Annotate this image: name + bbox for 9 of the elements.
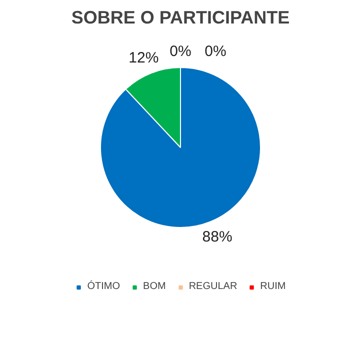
legend-label: ÓTIMO <box>87 281 120 292</box>
chart-title: SOBRE O PARTICIPANTE <box>71 8 290 28</box>
data-label: 12% <box>128 50 159 67</box>
text: 0% <box>204 43 226 60</box>
text: 0% <box>170 43 192 60</box>
legend-label: REGULAR <box>188 281 238 292</box>
legend-label: RUIM <box>260 281 286 292</box>
data-label: 88% <box>202 228 232 246</box>
legend-label: BOM <box>143 281 166 292</box>
